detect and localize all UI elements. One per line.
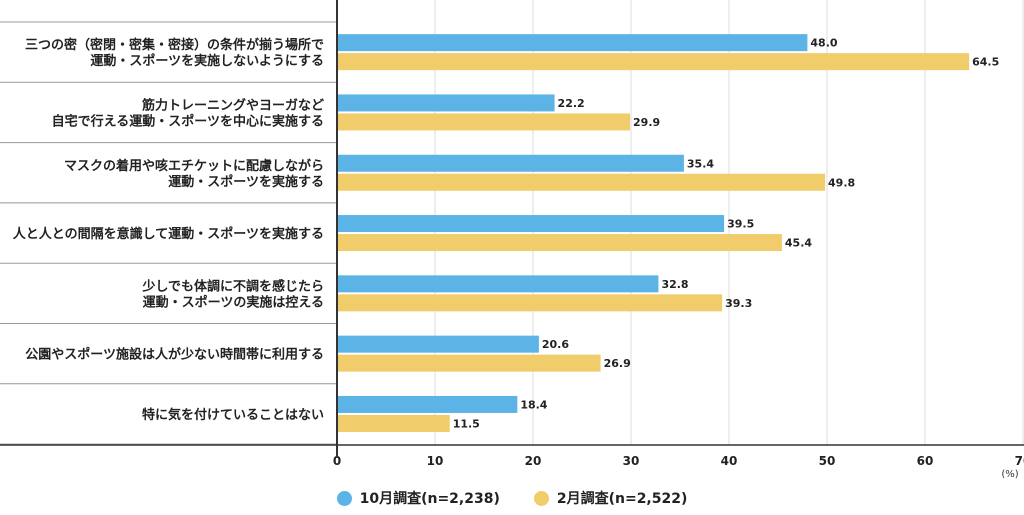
value-label: 64.5 [972,56,999,69]
bar [337,275,659,293]
x-tick-label: 10 [427,454,444,468]
x-tick-label: 0 [333,454,341,468]
value-label: 45.4 [785,237,812,250]
value-label: 35.4 [687,157,714,170]
category-labels: 三つの密（密閉・密集・密接）の条件が揃う場所で運動・スポーツを実施しないようにす… [13,37,324,423]
x-tick-labels: 0 10 20 30 40 50 60 70 [333,454,1024,468]
category-label: 運動・スポーツを実施する [168,174,324,190]
category-label: 特に気を付けていることはない [142,407,324,423]
x-tick-label: 40 [721,454,738,468]
bar [337,94,555,112]
x-tick-label: 50 [819,454,836,468]
category-label: 三つの密（密閉・密集・密接）の条件が揃う場所で [25,37,324,53]
bar [337,53,970,71]
bar [337,234,782,252]
value-label: 18.4 [520,398,547,411]
legend-item-series-2: 2月調査(n=2,522) [533,488,688,508]
legend-swatch-series-2 [533,490,549,506]
bar [337,173,826,191]
value-label: 20.6 [542,338,569,351]
legend-label-series-2: 2月調査(n=2,522) [556,491,688,507]
legend-item-series-1: 10月調査(n=2,238) [336,488,500,508]
bar [337,354,601,372]
bar [337,34,808,52]
category-label: 自宅で行える運動・スポーツを中心に実施する [52,113,324,129]
value-label: 22.2 [558,97,585,110]
value-label: 49.8 [828,176,855,189]
bar [337,215,725,233]
legend: 10月調査(n=2,238) 2月調査(n=2,522) [0,488,1024,508]
x-tick-label: 70 [1015,454,1024,468]
value-label: 39.5 [727,218,754,231]
bar [337,294,723,312]
value-label: 11.5 [453,417,480,430]
row-separators [0,21,337,445]
x-tick-label: 60 [917,454,934,468]
bar [337,154,684,172]
category-label: 筋力トレーニングやヨーガなど [141,97,324,113]
category-label: 運動・スポーツの実施は控える [143,294,324,310]
bar [337,395,518,413]
bar [337,113,631,131]
category-label: 少しでも体調に不調を感じたら [141,278,324,294]
value-label: 32.8 [661,278,688,291]
bars-layer: 48.0 64.5 22.2 29.9 35.4 49.8 39.5 45.4 32.8 39.3… [337,34,999,432]
x-tick-label: 20 [525,454,542,468]
value-label: 26.9 [604,357,631,370]
value-label: 29.9 [633,116,660,129]
category-label: マスクの着用や咳エチケットに配慮しながら [64,158,324,174]
bar [337,414,450,432]
x-unit-label: (%) [1001,469,1018,480]
value-label: 39.3 [725,297,752,310]
bar-chart: 48.0 64.5 22.2 29.9 35.4 49.8 39.5 45.4 32.8 39.3… [0,0,1024,480]
legend-swatch-series-1 [336,490,352,506]
value-label: 48.0 [810,37,837,50]
bar [337,335,539,353]
legend-label-series-1: 10月調査(n=2,238) [359,491,500,507]
category-label: 公園やスポーツ施設は人が少ない時間帯に利用する [25,347,324,363]
category-label: 人と人との間隔を意識して運動・スポーツを実施する [13,226,324,242]
category-label: 運動・スポーツを実施しないようにする [90,53,324,69]
x-tick-label: 30 [623,454,640,468]
